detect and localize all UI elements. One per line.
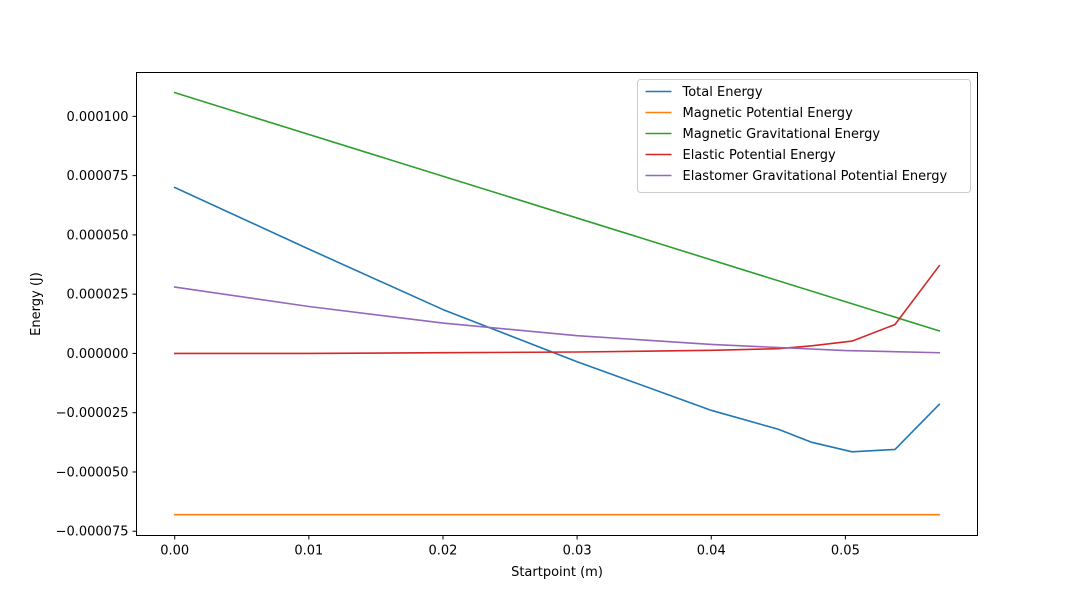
axis-ticks: 0.00 0.01 0.02 0.03 0.04 0.05 −0.000075 −0.0000…	[56, 110, 860, 559]
y-tick-label: −0.000025	[56, 406, 129, 421]
legend-label: Elastomer Gravitational Potential Energy	[683, 169, 948, 184]
y-tick-label: 0.000025	[66, 288, 128, 303]
x-tick-label: 0.01	[294, 544, 323, 559]
y-tick-label: −0.000050	[56, 465, 129, 480]
x-tick-label: 0.05	[831, 544, 860, 559]
y-tick-label: 0.000000	[66, 347, 128, 362]
series-line-5	[173, 286, 941, 354]
plot-lines	[173, 91, 941, 516]
x-tick-label: 0.04	[697, 544, 726, 559]
legend-label: Elastic Potential Energy	[683, 148, 836, 163]
legend-label: Total Energy	[682, 85, 763, 100]
x-tick-label: 0.03	[563, 544, 592, 559]
legend-label: Magnetic Potential Energy	[683, 106, 854, 121]
legend: Total Energy Magnetic Potential Energy Mag…	[637, 79, 971, 193]
plot-frame	[136, 72, 978, 536]
y-tick-label: 0.000100	[66, 110, 128, 125]
y-tick-label: 0.000050	[66, 228, 128, 243]
series-line-4	[173, 264, 941, 355]
legend-label: Magnetic Gravitational Energy	[683, 127, 881, 142]
y-axis-label: Energy (J)	[29, 272, 44, 336]
x-tick-label: 0.02	[429, 544, 458, 559]
series-line-3	[173, 91, 941, 332]
x-axis-label: Startpoint (m)	[511, 565, 603, 580]
y-tick-label: 0.000075	[66, 169, 128, 184]
x-tick-label: 0.00	[160, 544, 189, 559]
legend-box	[637, 79, 971, 193]
y-tick-label: −0.000075	[56, 525, 129, 540]
series-line-1	[173, 186, 941, 453]
